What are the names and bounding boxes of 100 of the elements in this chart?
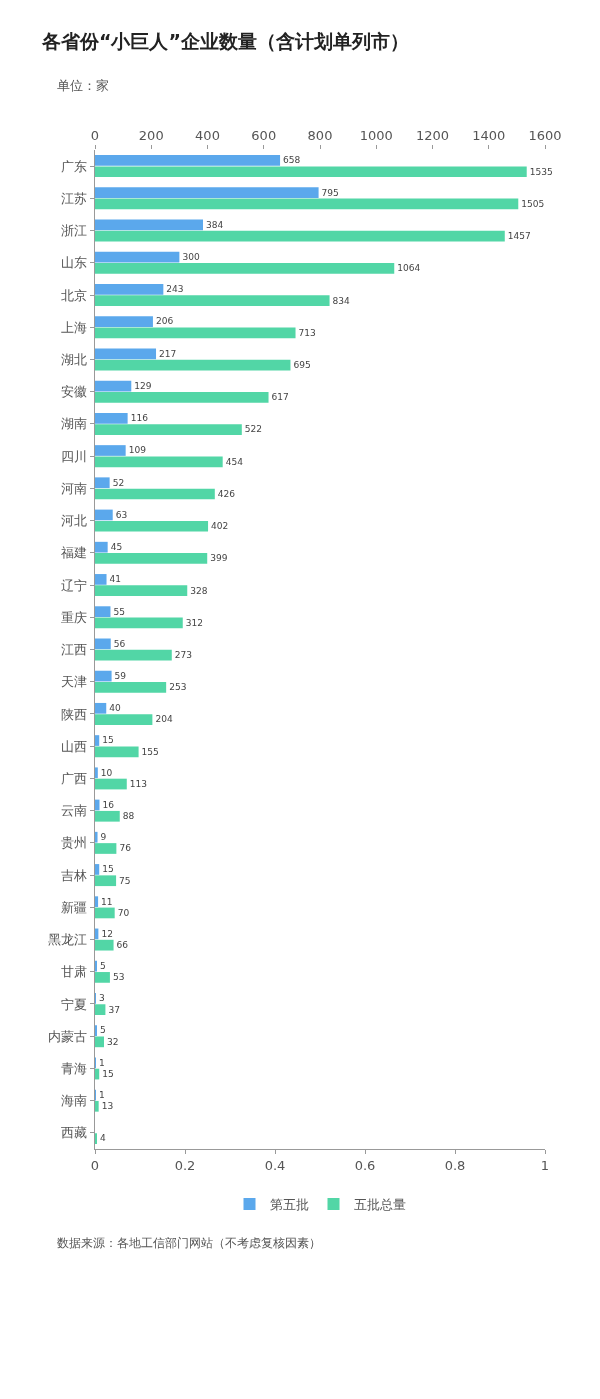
bar xyxy=(95,230,505,242)
y-tick-label: 四川 xyxy=(61,448,88,464)
data-label: 1505 xyxy=(521,198,545,209)
data-label: 11 xyxy=(101,896,113,907)
x-tick-label: 0 xyxy=(90,127,100,143)
data-label: 75 xyxy=(119,875,131,886)
x2-tick-label: 0.4 xyxy=(264,1157,286,1173)
data-label: 15 xyxy=(102,1068,114,1079)
data-label: 129 xyxy=(134,380,152,391)
x-tick-label: 1000 xyxy=(359,127,393,143)
data-label: 88 xyxy=(122,811,135,822)
data-label: 16 xyxy=(102,799,115,810)
x-tick-label: 600 xyxy=(251,127,277,143)
y-tick-label: 吉林 xyxy=(61,867,88,883)
data-label: 402 xyxy=(211,521,229,532)
y-tick-label: 湖北 xyxy=(61,352,88,368)
bar xyxy=(95,412,128,424)
data-label: 384 xyxy=(206,219,224,230)
bar xyxy=(95,509,113,521)
bar xyxy=(95,445,126,456)
data-label: 76 xyxy=(119,843,132,854)
y-tick-label: 广东 xyxy=(61,158,88,174)
data-label: 32 xyxy=(107,1036,119,1047)
bar xyxy=(95,284,164,295)
y-tick-label: 广西 xyxy=(61,770,88,786)
data-label: 63 xyxy=(115,509,128,520)
bar xyxy=(95,187,319,199)
bar xyxy=(95,617,183,629)
data-label: 53 xyxy=(112,972,125,983)
y-tick-label: 江苏 xyxy=(61,190,88,206)
data-label: 658 xyxy=(283,155,301,166)
data-label: 300 xyxy=(182,252,200,263)
bar xyxy=(95,166,527,178)
data-label: 795 xyxy=(321,187,339,198)
data-label: 15 xyxy=(102,864,114,875)
data-label: 617 xyxy=(271,392,289,403)
data-label: 399 xyxy=(210,553,228,564)
data-label: 834 xyxy=(332,295,351,306)
data-label: 204 xyxy=(155,714,173,725)
data-label: 1 xyxy=(99,1089,105,1100)
data-label: 3 xyxy=(99,993,105,1004)
data-label: 52 xyxy=(112,477,125,488)
bar xyxy=(95,585,188,597)
bar xyxy=(95,638,111,650)
bar xyxy=(95,875,117,887)
data-label: 217 xyxy=(159,348,177,359)
bar xyxy=(95,649,172,661)
bar xyxy=(95,477,110,489)
data-label: 59 xyxy=(114,670,127,681)
data-label: 273 xyxy=(174,650,193,661)
bar xyxy=(95,843,117,854)
y-tick-label: 贵州 xyxy=(61,835,88,851)
bar xyxy=(95,424,242,435)
y-tick-label: 新疆 xyxy=(61,899,88,915)
bar xyxy=(95,553,208,564)
bar xyxy=(95,907,115,919)
data-label: 41 xyxy=(109,574,122,585)
data-label: 1 xyxy=(99,1057,105,1068)
chart-subtitle: 单位：家 xyxy=(57,78,109,93)
x2-tick-label: 0.2 xyxy=(174,1157,196,1173)
data-label: 5 xyxy=(100,1025,106,1036)
y-tick-label: 北京 xyxy=(61,287,88,303)
data-label: 5 xyxy=(100,961,106,972)
data-label: 37 xyxy=(108,1004,120,1015)
bar xyxy=(95,1004,106,1015)
source-note: 数据来源：各地工信部门网站（不考虑复核因素） xyxy=(57,1236,321,1250)
data-label: 66 xyxy=(116,940,129,951)
data-label: 40 xyxy=(109,703,122,714)
bar xyxy=(95,1036,104,1048)
legend-label: 第五批 xyxy=(269,1196,309,1212)
data-label: 243 xyxy=(166,284,184,295)
bar xyxy=(95,972,110,983)
bar xyxy=(95,380,132,392)
bar xyxy=(95,359,291,371)
y-tick-label: 辽宁 xyxy=(61,577,88,593)
x2-tick-label: 0.8 xyxy=(444,1157,466,1173)
y-tick-label: 云南 xyxy=(61,803,88,819)
bar xyxy=(95,799,100,811)
y-tick-label: 海南 xyxy=(61,1093,88,1109)
bar xyxy=(95,778,127,790)
y-tick-label: 河北 xyxy=(61,513,88,529)
y-tick-label: 福建 xyxy=(61,545,88,561)
y-tick-label: 湖南 xyxy=(61,416,88,432)
bar xyxy=(95,1100,99,1112)
data-label: 15 xyxy=(102,735,114,746)
bar xyxy=(95,520,209,532)
y-tick-label: 西藏 xyxy=(61,1125,88,1141)
y-tick-label: 安徽 xyxy=(61,384,88,400)
bar xyxy=(95,488,215,500)
data-label: 328 xyxy=(190,585,208,596)
bar xyxy=(95,702,107,714)
bar xyxy=(95,541,108,553)
data-label: 312 xyxy=(185,617,204,628)
y-tick-label: 青海 xyxy=(61,1060,88,1076)
data-label: 4 xyxy=(100,1133,106,1144)
x2-tick-label: 0 xyxy=(90,1157,100,1173)
y-tick-label: 内蒙古 xyxy=(48,1028,88,1044)
y-tick-label: 山东 xyxy=(61,255,88,271)
data-label: 56 xyxy=(113,638,126,649)
data-label: 109 xyxy=(128,445,147,456)
